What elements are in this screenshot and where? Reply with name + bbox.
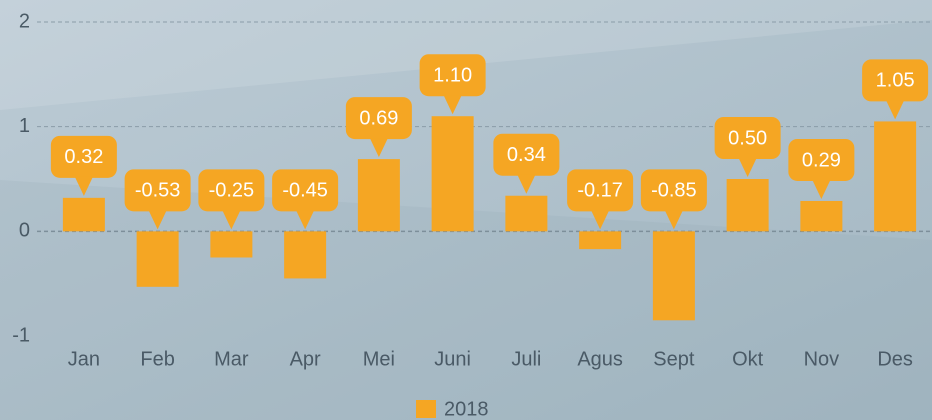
- value-label-box: [714, 117, 781, 159]
- x-tick-label: Feb: [140, 348, 174, 370]
- x-tick-label: Mei: [363, 348, 395, 370]
- value-label-box: [567, 169, 634, 212]
- value-label-pointer: [886, 100, 905, 120]
- value-label: -0.25: [209, 180, 255, 202]
- bar: [579, 231, 622, 250]
- bar: [505, 195, 548, 232]
- x-tick-label: Juli: [511, 348, 541, 370]
- y-tick-label: 2: [19, 10, 30, 32]
- value-label-pointer: [74, 176, 93, 196]
- value-label-pointer: [591, 210, 610, 230]
- value-label-pointer: [222, 210, 241, 230]
- value-label: 0.69: [359, 107, 398, 129]
- y-tick-label: 0: [19, 220, 30, 242]
- x-tick-label: Agus: [577, 348, 623, 370]
- value-label-box: [419, 54, 486, 97]
- x-tick-label: Apr: [290, 348, 321, 370]
- value-label: -0.45: [282, 180, 328, 202]
- value-label-box: [50, 135, 117, 178]
- value-label: 0.50: [728, 127, 767, 149]
- value-label-pointer: [738, 158, 757, 177]
- value-label-pointer: [517, 174, 536, 194]
- x-tick-label: Mar: [214, 348, 249, 370]
- value-label-box: [124, 169, 191, 212]
- x-tick-label: Sept: [653, 348, 695, 370]
- value-label-box: [198, 169, 265, 212]
- value-label-pointer: [369, 138, 388, 158]
- value-label: 0.29: [802, 149, 841, 171]
- value-label-box: [862, 59, 929, 102]
- value-label-box: [345, 97, 412, 140]
- bar: [874, 121, 917, 232]
- value-label: -0.85: [651, 180, 697, 202]
- value-label: 1.10: [433, 64, 472, 86]
- bar: [357, 159, 400, 232]
- bar: [210, 231, 253, 258]
- value-label: 1.05: [876, 70, 915, 92]
- value-label-pointer: [443, 95, 462, 115]
- x-tick-label: Jan: [68, 348, 100, 370]
- value-label: -0.17: [577, 180, 623, 202]
- bar: [800, 200, 843, 232]
- value-label: 0.32: [64, 146, 103, 168]
- bar: [652, 231, 695, 321]
- legend-label: 2018: [444, 398, 489, 420]
- bar: [284, 231, 327, 279]
- value-label-box: [493, 133, 560, 176]
- value-label: -0.53: [135, 180, 181, 202]
- value-label-pointer: [296, 210, 315, 230]
- y-tick-label: -1: [12, 324, 30, 346]
- bar: [726, 179, 769, 232]
- value-label-box: [272, 169, 339, 212]
- y-tick-label: 1: [19, 115, 30, 137]
- x-tick-label: Okt: [732, 348, 764, 370]
- value-label-box: [788, 138, 855, 181]
- x-tick-label: Juni: [434, 348, 471, 370]
- value-label-pointer: [148, 210, 167, 230]
- value-label: 0.34: [507, 144, 546, 166]
- plot-area: -1 0 1 2 Jan 0.32 Feb -0.53 Mar -0.25 Apr -0.45 Mei 0…: [12, 10, 932, 420]
- x-tick-label: Des: [877, 348, 913, 370]
- x-tick-label: Nov: [804, 348, 840, 370]
- bar: [136, 231, 179, 287]
- bar: [62, 197, 105, 232]
- bar: [431, 116, 474, 232]
- legend-swatch: [416, 400, 436, 418]
- value-label-pointer: [812, 179, 831, 199]
- value-label-pointer: [664, 210, 683, 230]
- value-label-box: [640, 169, 707, 212]
